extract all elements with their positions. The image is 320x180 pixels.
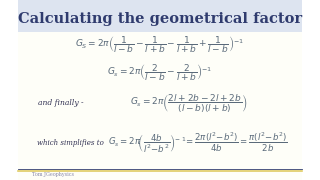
FancyBboxPatch shape xyxy=(18,32,302,180)
Text: $G_s = 2\pi\!\left(\dfrac{4b}{l^2\!-\!b^2}\right)^{\!-1}\!=\dfrac{2\pi(l^2\!-\!b: $G_s = 2\pi\!\left(\dfrac{4b}{l^2\!-\!b^… xyxy=(108,131,288,155)
FancyBboxPatch shape xyxy=(18,0,302,32)
Text: Calculating the geometrical factor: Calculating the geometrical factor xyxy=(18,12,302,26)
Text: which simplifies to: which simplifies to xyxy=(37,139,104,147)
Text: $G_S = 2\pi\left(\dfrac{1}{l-b} - \dfrac{1}{l+b} - \dfrac{1}{l+b} + \dfrac{1}{l-: $G_S = 2\pi\left(\dfrac{1}{l-b} - \dfrac… xyxy=(76,34,244,55)
Text: $G_s = 2\pi\left(\dfrac{2l+2b-2l+2b}{(l-b)(l+b)}\right)$: $G_s = 2\pi\left(\dfrac{2l+2b-2l+2b}{(l-… xyxy=(130,92,247,114)
Text: $G_s = 2\pi\left(\dfrac{2}{l-b} - \dfrac{2}{l+b}\right)^{-1}$: $G_s = 2\pi\left(\dfrac{2}{l-b} - \dfrac… xyxy=(107,62,213,83)
Text: Tom JGeophysics: Tom JGeophysics xyxy=(32,172,74,177)
Text: and finally -: and finally - xyxy=(38,99,84,107)
